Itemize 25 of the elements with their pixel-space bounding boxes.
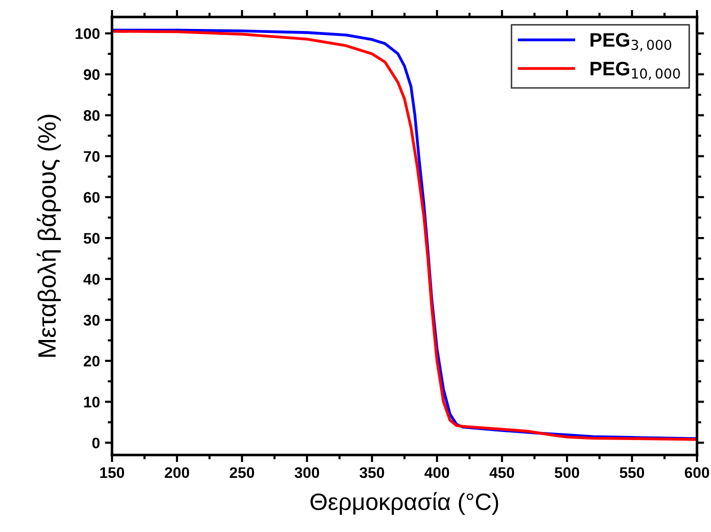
y-tick-label: 20 <box>84 356 100 367</box>
y-tick-label: 90 <box>84 69 100 80</box>
legend-label: PEG$_{10,000}$ <box>590 62 680 80</box>
y-tick-label: 50 <box>84 232 100 244</box>
legend-label: PEG$_{3,000}$ <box>590 33 672 52</box>
y-tick-label: 100 <box>76 28 100 40</box>
y-tick-label: 70 <box>84 151 100 162</box>
y-tick-label: 30 <box>84 314 100 326</box>
y-tick-label: 10 <box>84 396 100 408</box>
x-tick-label: 450 <box>489 467 514 478</box>
y-tick-label: 0 <box>92 438 100 448</box>
x-tick-label: 600 <box>684 467 710 478</box>
x-tick-label: 300 <box>294 467 320 478</box>
x-tick-label: 200 <box>164 467 190 478</box>
x-tick-label: 150 <box>100 467 124 478</box>
x-axis-title: Θερμοκρασία (°C) <box>310 492 498 515</box>
x-tick-label: 550 <box>620 467 644 478</box>
x-tick-label: 400 <box>424 467 450 478</box>
x-tick-label: 250 <box>230 467 254 478</box>
x-tick-label: 500 <box>554 467 580 478</box>
y-tick-label: 60 <box>84 192 100 203</box>
y-axis-title: Μεταβολή βάρους (%) <box>36 114 61 357</box>
x-tick-label: 350 <box>360 467 384 478</box>
y-tick-label: 40 <box>83 274 100 285</box>
y-tick-label: 80 <box>84 110 100 121</box>
